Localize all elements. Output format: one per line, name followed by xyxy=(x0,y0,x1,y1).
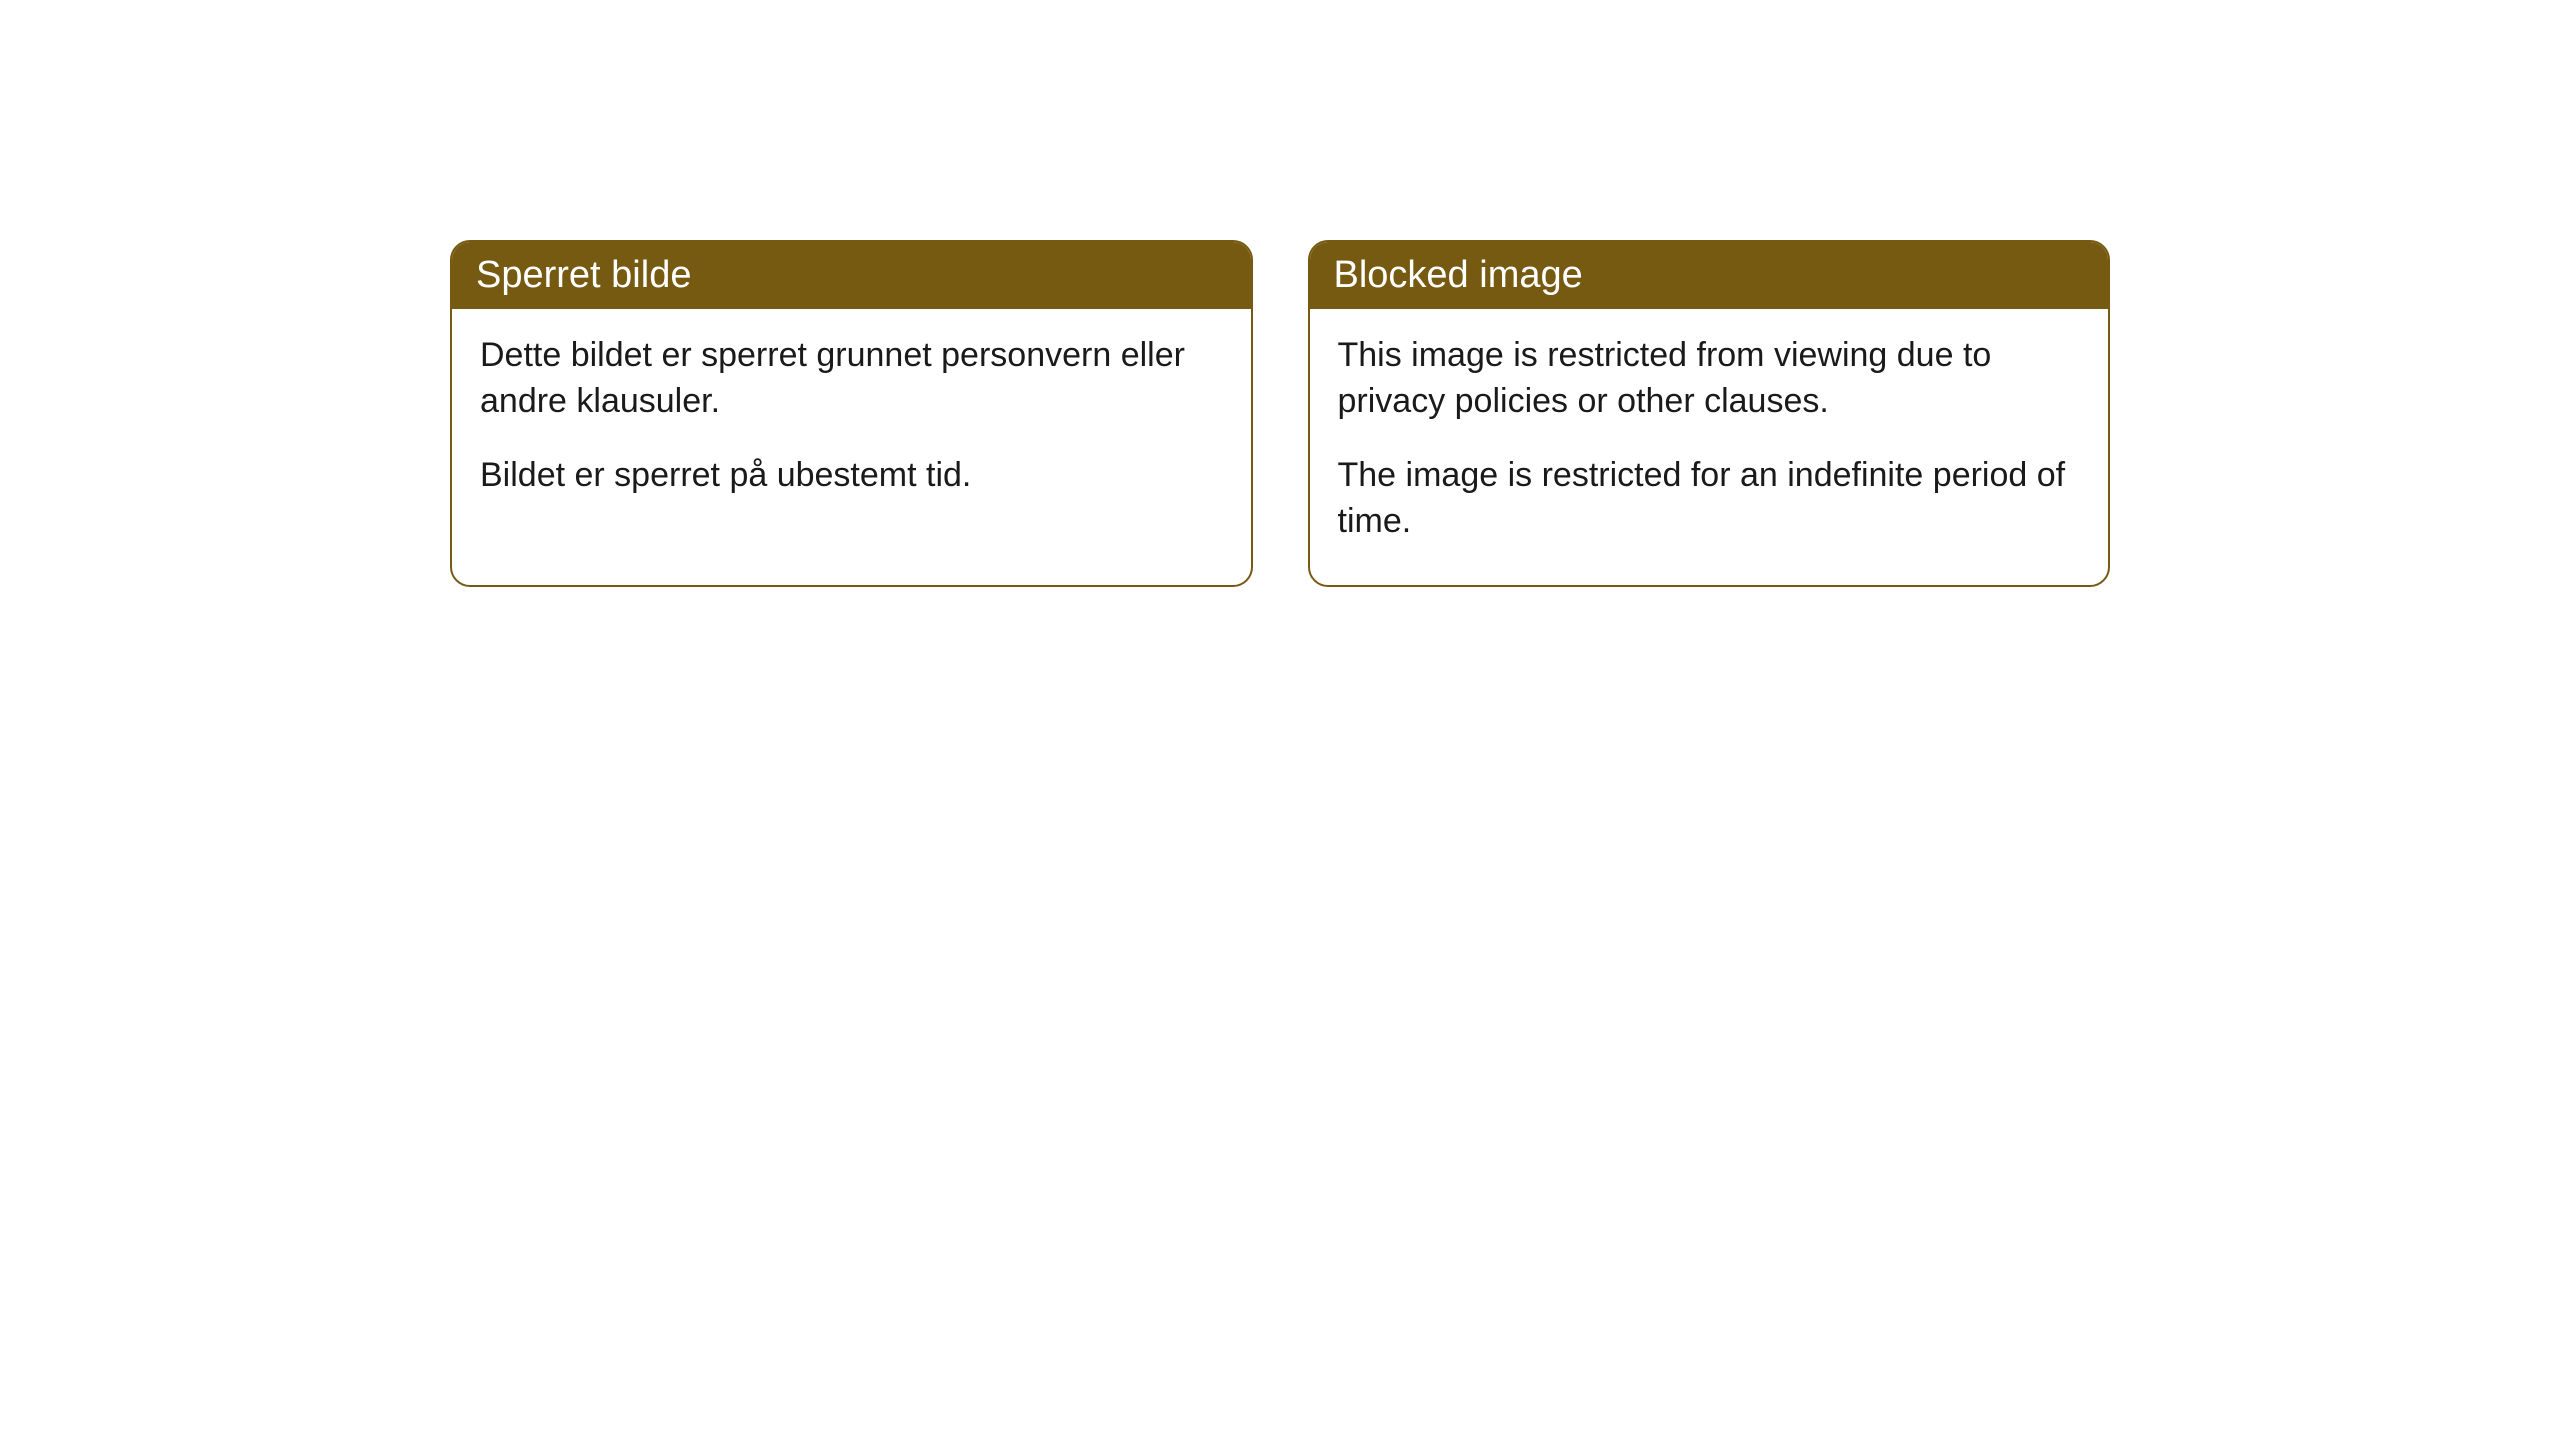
notice-cards-container: Sperret bilde Dette bildet er sperret gr… xyxy=(450,240,2110,587)
card-paragraph: Bildet er sperret på ubestemt tid. xyxy=(480,453,1223,499)
card-paragraph: This image is restricted from viewing du… xyxy=(1338,333,2081,425)
card-header: Blocked image xyxy=(1310,242,2109,309)
card-paragraph: Dette bildet er sperret grunnet personve… xyxy=(480,333,1223,425)
card-title: Blocked image xyxy=(1334,254,1583,296)
blocked-image-card-norwegian: Sperret bilde Dette bildet er sperret gr… xyxy=(450,240,1253,587)
blocked-image-card-english: Blocked image This image is restricted f… xyxy=(1308,240,2111,587)
card-title: Sperret bilde xyxy=(476,254,691,296)
card-header: Sperret bilde xyxy=(452,242,1251,309)
card-paragraph: The image is restricted for an indefinit… xyxy=(1338,453,2081,545)
card-body: Dette bildet er sperret grunnet personve… xyxy=(452,309,1251,539)
card-body: This image is restricted from viewing du… xyxy=(1310,309,2109,585)
